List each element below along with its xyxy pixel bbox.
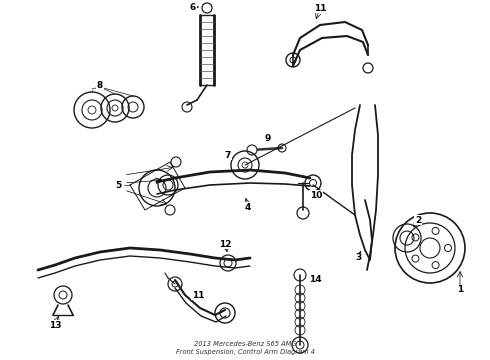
Text: 6: 6 [190,3,196,12]
Text: 9: 9 [265,134,271,143]
Text: 12: 12 [219,239,231,248]
Text: 7: 7 [225,150,231,159]
Text: 2: 2 [415,216,421,225]
Text: 14: 14 [309,275,321,284]
Text: 13: 13 [49,320,61,329]
Text: 1: 1 [457,285,463,294]
Text: 11: 11 [192,291,204,300]
Circle shape [247,145,257,155]
Text: 11: 11 [314,4,326,13]
Text: 8: 8 [97,81,103,90]
Text: 3: 3 [355,253,361,262]
Text: 5: 5 [115,180,121,189]
Text: 10: 10 [310,190,322,199]
Text: 2013 Mercedes-Benz S65 AMG
Front Suspension, Control Arm Diagram 4: 2013 Mercedes-Benz S65 AMG Front Suspens… [175,341,315,355]
Text: 4: 4 [245,202,251,212]
